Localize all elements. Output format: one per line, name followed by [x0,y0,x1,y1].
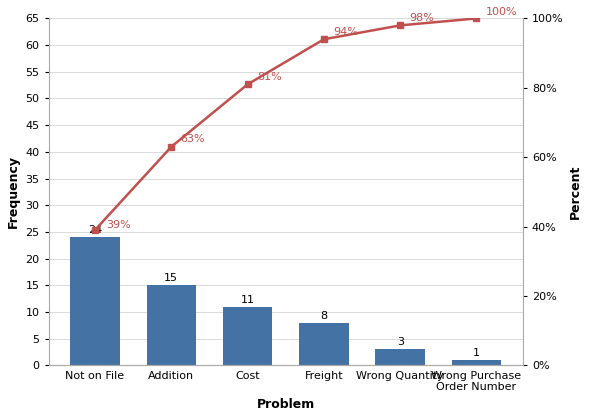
Bar [452,360,501,365]
Text: 8: 8 [320,311,327,321]
Y-axis label: Percent: Percent [569,165,582,219]
Text: 81%: 81% [257,71,282,82]
Bar [70,237,120,365]
Text: 39%: 39% [107,220,131,230]
Text: 100%: 100% [486,7,517,17]
Text: 15: 15 [164,273,178,283]
Bar [299,323,349,365]
Text: 98%: 98% [409,13,434,23]
Text: 1: 1 [473,348,480,358]
Y-axis label: Frequency: Frequency [7,155,20,228]
Text: 63%: 63% [180,134,205,144]
Bar [223,307,272,365]
Text: 11: 11 [240,295,254,304]
Bar [375,349,425,365]
Bar [147,285,196,365]
Text: 24: 24 [88,225,102,235]
Text: 94%: 94% [333,27,358,37]
Text: 3: 3 [397,337,403,347]
X-axis label: Problem: Problem [257,398,315,411]
